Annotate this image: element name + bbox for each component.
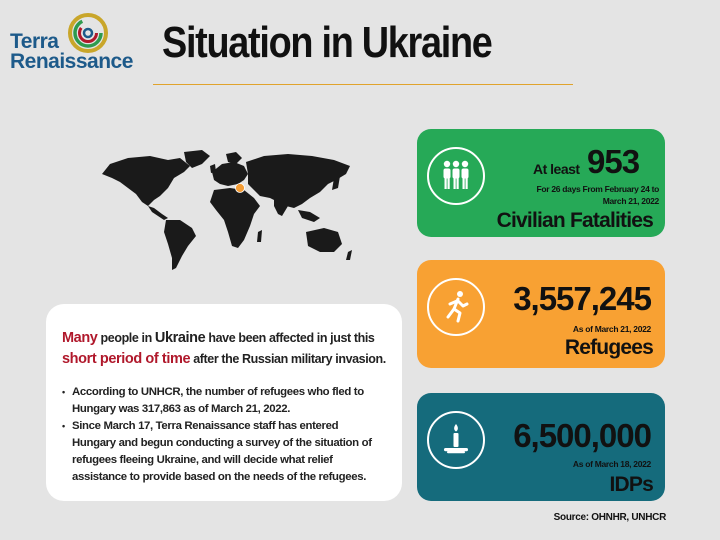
refugees-value: 3,557,245 — [513, 280, 652, 317]
civilian-fatalities-card: At least 953 For 26 days From February 2… — [417, 129, 665, 237]
idps-value: 6,500,000 — [513, 417, 652, 454]
people-icon — [427, 147, 485, 205]
summary-intro: Many people in Ukraine have been affecte… — [62, 328, 392, 370]
intro-text-3: after the Russian military invasion. — [190, 352, 386, 366]
logo-wordmark: Terra Renaissance — [10, 30, 133, 73]
logo-line-2: Renaissance — [10, 50, 133, 73]
refugees-label: Refugees — [564, 336, 654, 359]
idps-date: As of March 18, 2022 — [572, 459, 651, 469]
world-map — [102, 150, 352, 270]
fatalities-label: Civilian Fatalities — [496, 209, 654, 232]
highlight-ukraine: Ukraine — [154, 330, 206, 346]
map-japan — [332, 176, 340, 190]
map-north-america — [102, 156, 190, 206]
map-africa — [210, 188, 260, 248]
map-central-america — [148, 206, 168, 220]
map-scandinavia — [226, 152, 242, 164]
highlight-many: Many — [62, 330, 98, 346]
bullet-item: Since March 17, Terra Renaissance staff … — [62, 418, 384, 486]
map-asia — [246, 154, 350, 208]
running-person-icon — [427, 278, 485, 336]
map-south-america — [164, 220, 196, 270]
map-new-zealand — [346, 250, 352, 260]
idps-card: 6,500,000 As of March 18, 2022 IDPs — [417, 393, 665, 501]
bullet-item: According to UNHCR, the number of refuge… — [62, 384, 384, 418]
source-note: Source: OHNHR, UNHCR — [553, 512, 667, 523]
map-europe — [212, 162, 248, 186]
intro-text-2: have been affected in just this — [205, 331, 375, 345]
map-southeast-asia — [298, 210, 320, 222]
refugees-date: As of March 21, 2022 — [572, 324, 651, 334]
summary-bullets: According to UNHCR, the number of refuge… — [62, 384, 384, 486]
fatalities-prefix: At least — [533, 161, 580, 177]
candle-icon — [427, 411, 485, 469]
map-greenland — [184, 150, 210, 168]
idps-label: IDPs — [609, 473, 654, 496]
logo-line-1: Terra — [10, 30, 59, 53]
page-title: Situation in Ukraine — [162, 18, 493, 67]
map-australia — [306, 228, 342, 252]
map-uk — [210, 164, 216, 173]
highlight-short-period: short period of time — [62, 351, 191, 367]
refugees-card: 3,557,245 As of March 21, 2022 Refugees — [417, 260, 665, 368]
title-divider — [153, 84, 573, 85]
summary-panel: Many people in Ukraine have been affecte… — [46, 304, 402, 501]
fatalities-period-note: For 26 days From February 24 to March 21… — [536, 184, 660, 206]
map-india — [274, 198, 288, 216]
map-madagascar — [257, 230, 262, 242]
logo-rings-icon — [68, 13, 108, 53]
terra-renaissance-logo: Terra Renaissance — [8, 12, 143, 82]
ukraine-marker — [235, 183, 245, 193]
fatalities-value: 953 — [587, 143, 640, 180]
intro-text-1: people in — [97, 331, 155, 345]
